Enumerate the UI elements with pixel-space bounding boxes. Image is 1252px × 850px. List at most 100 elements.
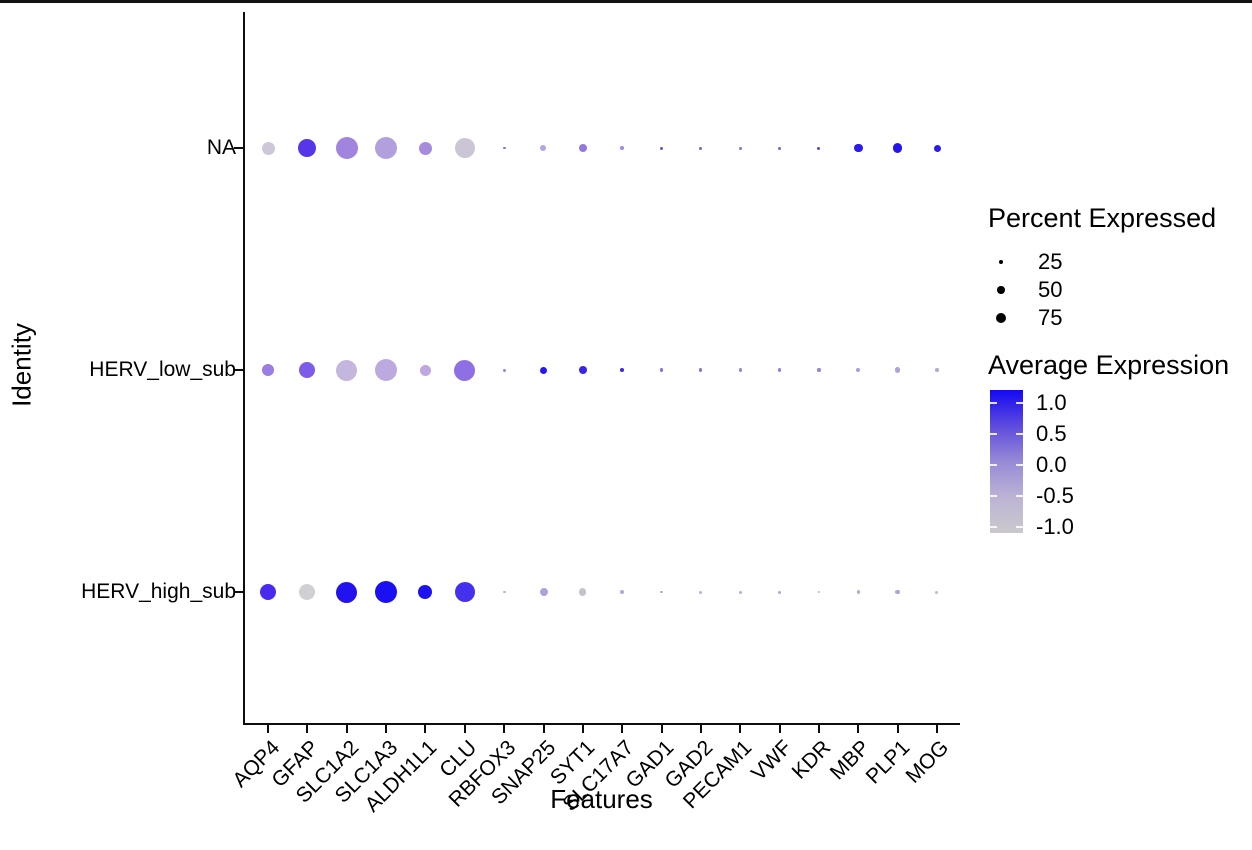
dot-HERV_low_sub-SLC1A2 (336, 359, 358, 381)
colorbar-tick-right (1016, 433, 1023, 435)
dot-HERV_high_sub-VWF (778, 590, 782, 594)
dot-HERV_low_sub-SYT1 (578, 366, 587, 374)
x-tick (739, 724, 742, 733)
x-tick-label-VWF: VWF (746, 736, 796, 786)
colorbar-tick-left (990, 526, 997, 528)
dot-NA-MOG (933, 144, 941, 152)
dot-HERV_low_sub-VWF (777, 368, 782, 372)
x-tick (463, 724, 466, 733)
dot-HERV_high_sub-SLC17A7 (620, 590, 625, 594)
dot-HERV_high_sub-SLC1A3 (375, 581, 398, 603)
y-tick-label-NA: NA (206, 136, 236, 159)
colorbar-tick-left (990, 402, 997, 404)
x-tick-label-PLP1: PLP1 (861, 736, 914, 789)
colorbar-tick-right (1016, 495, 1023, 497)
y-axis-title: Identity (6, 323, 37, 407)
dot-NA-VWF (778, 146, 782, 150)
dot-HERV_low_sub-PECAM1 (738, 368, 742, 372)
colorbar-label-0.0: 0.0 (1036, 452, 1067, 477)
dot-NA-KDR (817, 146, 821, 150)
x-tick (345, 724, 348, 733)
dot-HERV_low_sub-ALDH1L1 (419, 364, 431, 376)
y-axis-line (243, 12, 245, 725)
dot-HERV_low_sub-CLU (454, 359, 476, 381)
size-legend-title: Percent Expressed (988, 203, 1217, 233)
dot-HERV_low_sub-SLC17A7 (620, 368, 625, 373)
colorbar-label--1.0: -1.0 (1036, 514, 1074, 539)
x-tick (936, 724, 938, 733)
size-legend-value: 50 (1038, 277, 1063, 302)
dot-NA-CLU (454, 138, 475, 159)
x-tick (621, 724, 624, 733)
dot-HERV_low_sub-AQP4 (262, 364, 275, 377)
size-legend-value: 25 (1038, 249, 1063, 274)
colorbar-tick-left (990, 495, 997, 497)
dot-HERV_low_sub-MOG (935, 368, 939, 372)
dot-HERV_high_sub-SYT1 (579, 588, 587, 596)
dot-HERV_high_sub-SNAP25 (539, 588, 548, 596)
dot-NA-SYT1 (578, 144, 587, 152)
color-legend-title: Average Expression (988, 350, 1230, 380)
x-tick (699, 724, 702, 733)
colorbar-label--0.5: -0.5 (1036, 483, 1074, 508)
dot-NA-GAD1 (660, 146, 664, 150)
y-tick (234, 369, 243, 371)
size-legend-key-25 (998, 259, 1004, 265)
colorbar-label-0.5: 0.5 (1036, 421, 1067, 446)
dot-HERV_low_sub-SNAP25 (540, 366, 547, 374)
dot-NA-AQP4 (261, 141, 275, 155)
dot-HERV_high_sub-RBFOX3 (502, 590, 506, 594)
size-legend-key-75 (995, 312, 1007, 324)
dot-HERV_high_sub-AQP4 (260, 584, 276, 600)
colorbar-tick-right (1016, 464, 1023, 466)
x-tick (896, 724, 899, 733)
dot-HERV_high_sub-GAD2 (699, 590, 703, 594)
x-tick (385, 724, 388, 733)
dot-HERV_high_sub-GAD1 (660, 590, 663, 594)
colorbar-tick-right (1016, 402, 1023, 404)
dot-NA-PLP1 (892, 143, 903, 153)
dot-NA-SLC1A3 (375, 137, 398, 159)
x-tick-label-KDR: KDR (787, 736, 836, 784)
dot-HERV_low_sub-GFAP (299, 362, 316, 378)
dot-HERV_low_sub-GAD1 (659, 368, 664, 372)
x-tick (306, 724, 309, 733)
size-legend-value: 75 (1038, 305, 1063, 330)
dot-NA-PECAM1 (738, 146, 742, 150)
dot-NA-GFAP (298, 139, 317, 157)
dot-HERV_high_sub-MBP (856, 590, 860, 594)
dot-HERV_low_sub-KDR (817, 368, 821, 372)
dot-NA-SNAP25 (540, 145, 547, 151)
x-tick (542, 724, 545, 733)
colorbar-tick-left (990, 464, 997, 466)
color-legend-gradient-bar (990, 390, 1023, 533)
y-tick (234, 147, 243, 149)
dot-HERV_high_sub-KDR (817, 590, 821, 594)
y-tick (234, 591, 243, 593)
y-tick-label-HERV_high_sub: HERV_high_sub (81, 580, 236, 603)
x-tick (424, 724, 427, 733)
dot-NA-SLC17A7 (620, 146, 625, 151)
dot-NA-RBFOX3 (502, 146, 506, 150)
y-tick-label-HERV_low_sub: HERV_low_sub (89, 358, 236, 381)
x-axis-title: Features (550, 784, 653, 814)
dot-HERV_low_sub-MBP (856, 368, 861, 373)
colorbar-tick-right (1016, 526, 1023, 528)
window-top-border (0, 0, 1252, 3)
x-tick (778, 724, 781, 733)
dot-HERV_high_sub-PLP1 (895, 589, 900, 595)
dot-HERV_high_sub-PECAM1 (738, 590, 742, 594)
dot-HERV_high_sub-GFAP (299, 584, 316, 600)
x-axis-line (243, 723, 960, 725)
dot-NA-GAD2 (699, 146, 703, 150)
x-tick (817, 724, 820, 733)
x-tick (267, 724, 269, 733)
dot-HERV_high_sub-CLU (454, 582, 475, 603)
x-tick (660, 724, 663, 733)
x-tick-label-MOG: MOG (901, 736, 954, 788)
colorbar-tick-left (990, 433, 997, 435)
dot-HERV_high_sub-ALDH1L1 (418, 585, 433, 599)
dot-HERV_high_sub-SLC1A2 (336, 581, 358, 603)
x-tick (857, 724, 860, 733)
